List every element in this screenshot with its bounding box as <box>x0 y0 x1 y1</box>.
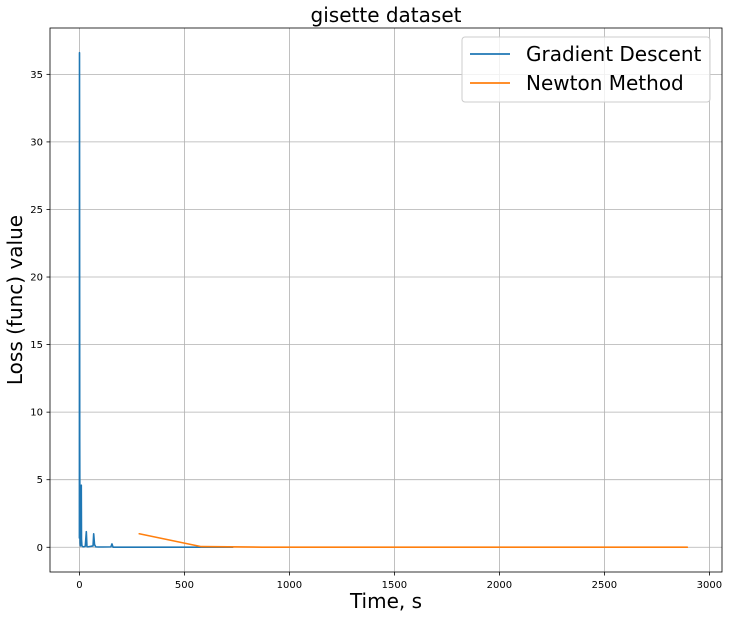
y-tick-label: 15 <box>30 340 43 351</box>
chart-title: gisette dataset <box>311 3 462 27</box>
x-tick-label: 1500 <box>382 580 407 591</box>
y-tick-label: 35 <box>30 70 43 81</box>
y-tick-label: 30 <box>30 137 43 148</box>
axis-ticks: 0 500 1000 1500 2000 2500 3000 0 5 10 15 20 25 30 35 <box>30 70 722 591</box>
plot-frame <box>49 27 723 573</box>
series-line-gradient-descent <box>78 51 234 549</box>
y-tick-label: 10 <box>30 408 43 419</box>
x-axis-label: Time, s <box>349 589 422 613</box>
x-tick-label: 0 <box>76 580 82 591</box>
y-tick-label: 0 <box>37 543 43 554</box>
x-tick-label: 1000 <box>277 580 302 591</box>
legend-box <box>461 36 711 103</box>
plot-area <box>50 28 722 572</box>
y-tick-label: 20 <box>30 273 43 284</box>
y-tick-label: 25 <box>30 205 43 216</box>
x-tick-label: 3000 <box>697 580 722 591</box>
series-line-newton-method <box>138 532 689 549</box>
x-tick-label: 2500 <box>592 580 617 591</box>
series-lines <box>78 51 689 549</box>
legend-label: Gradient Descent <box>526 42 702 66</box>
y-tick-label: 5 <box>37 475 43 486</box>
legend: Gradient Descent Newton Method <box>461 36 711 103</box>
y-axis-label: Loss (func) value <box>3 215 27 385</box>
grid-lines <box>50 28 722 572</box>
x-tick-label: 2000 <box>487 580 512 591</box>
legend-label: Newton Method <box>526 71 684 95</box>
x-tick-label: 500 <box>175 580 194 591</box>
